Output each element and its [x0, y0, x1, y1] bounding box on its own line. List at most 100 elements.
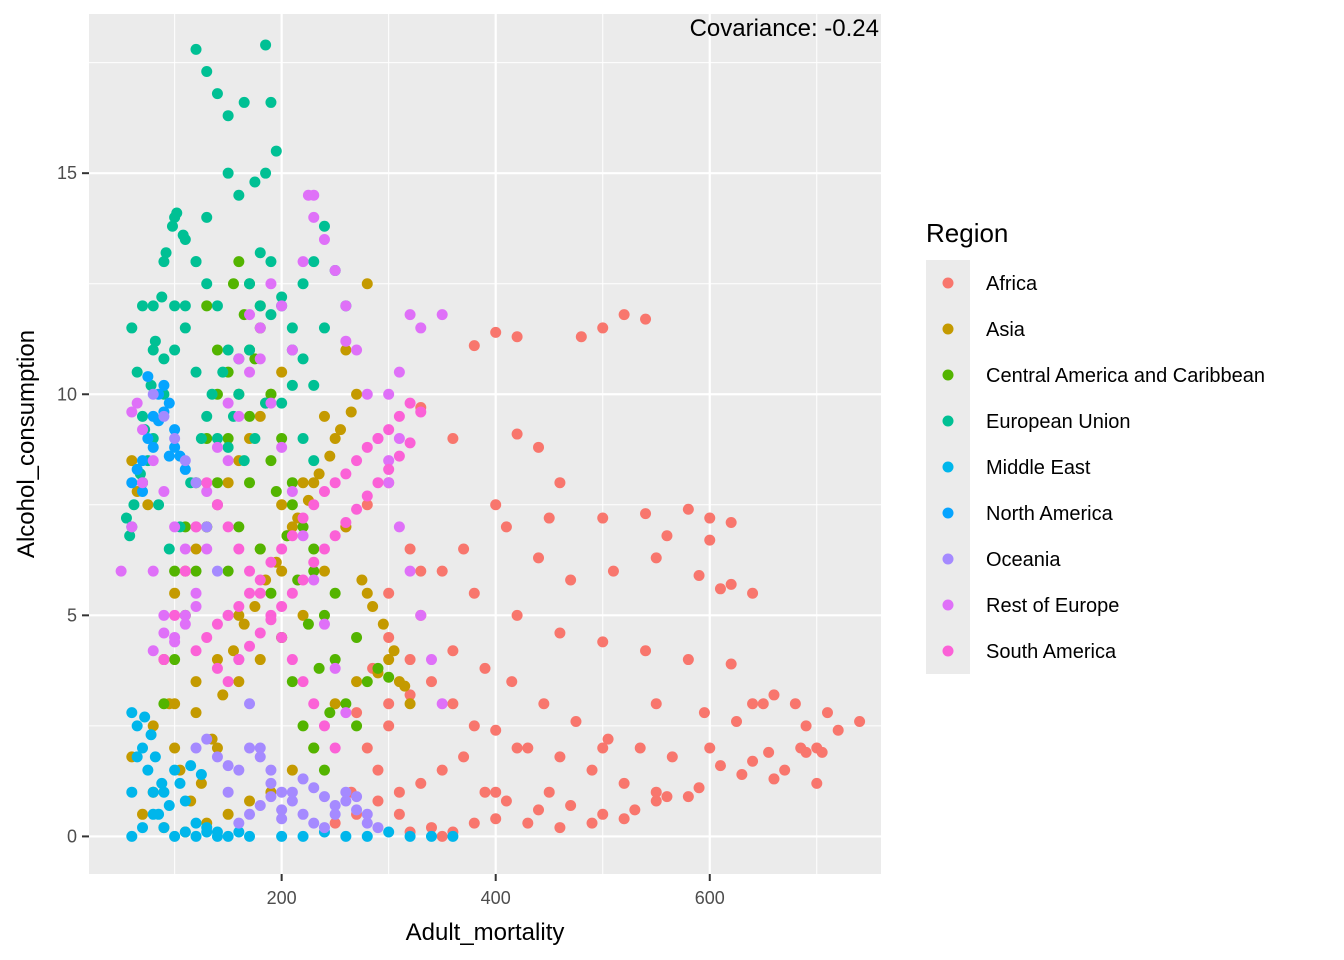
point-asia [356, 574, 368, 586]
point-oceania [244, 742, 256, 754]
point-africa [511, 331, 523, 343]
point-rest-of-europe [211, 441, 223, 453]
legend-label-oceania: Oceania [986, 549, 1061, 571]
legend-label-rest-of-europe: Rest of Europe [986, 595, 1119, 617]
point-africa [436, 565, 448, 577]
point-central-america-and-caribbean [201, 300, 213, 312]
point-rest-of-europe [276, 441, 288, 453]
point-central-america-and-caribbean [329, 587, 341, 599]
point-africa [586, 764, 598, 776]
point-rest-of-europe [131, 397, 143, 409]
point-middle-east [142, 764, 154, 776]
point-central-america-and-caribbean [211, 344, 223, 356]
point-central-america-and-caribbean [265, 455, 277, 467]
point-africa [425, 822, 437, 834]
point-central-america-and-caribbean [308, 742, 320, 754]
point-rest-of-europe [190, 587, 202, 599]
point-asia [211, 742, 223, 754]
point-south-america [361, 441, 373, 453]
point-africa [490, 786, 502, 798]
point-european-union [195, 432, 207, 444]
point-european-union [297, 432, 309, 444]
point-european-union [222, 344, 234, 356]
point-european-union [190, 43, 202, 55]
plot-panel [89, 14, 881, 874]
point-oceania [254, 799, 266, 811]
point-africa [479, 662, 491, 674]
point-africa [383, 587, 395, 599]
point-central-america-and-caribbean [169, 565, 181, 577]
point-rest-of-europe [340, 300, 352, 312]
point-africa [511, 428, 523, 440]
point-central-america-and-caribbean [227, 278, 239, 290]
y-tick-label: 10 [57, 384, 77, 404]
point-european-union [265, 256, 277, 268]
point-european-union [169, 344, 181, 356]
point-oceania [211, 751, 223, 763]
point-rest-of-europe [318, 234, 330, 246]
point-africa [565, 799, 577, 811]
point-european-union [211, 88, 223, 100]
legend-key-africa [942, 277, 954, 289]
point-asia [254, 410, 266, 422]
point-oceania [222, 760, 234, 772]
point-central-america-and-caribbean [286, 477, 298, 489]
point-oceania [179, 455, 191, 467]
point-middle-east [222, 830, 234, 842]
point-africa [522, 742, 534, 754]
point-africa [725, 658, 737, 670]
point-oceania [318, 822, 330, 834]
point-oceania [297, 808, 309, 820]
point-africa [854, 715, 866, 727]
point-oceania [286, 786, 298, 798]
point-rest-of-europe [340, 335, 352, 347]
point-asia [233, 676, 245, 688]
point-africa [634, 742, 646, 754]
point-north-america [131, 463, 143, 475]
point-oceania [276, 786, 288, 798]
point-middle-east [233, 826, 245, 838]
point-european-union [222, 110, 234, 122]
point-rest-of-europe [179, 609, 191, 621]
point-rest-of-europe [393, 366, 405, 378]
point-asia [244, 795, 256, 807]
point-north-america [163, 450, 175, 462]
point-africa [393, 786, 405, 798]
point-rest-of-europe [137, 477, 149, 489]
point-european-union [156, 291, 168, 303]
point-middle-east [404, 830, 416, 842]
legend-label-south-america: South America [986, 641, 1117, 663]
point-south-america [276, 600, 288, 612]
point-africa [768, 773, 780, 785]
point-south-america [211, 499, 223, 511]
point-asia [276, 499, 288, 511]
point-asia [142, 499, 154, 511]
point-asia [126, 455, 138, 467]
point-central-america-and-caribbean [329, 654, 341, 666]
point-africa [565, 574, 577, 586]
point-south-america [265, 614, 277, 626]
point-africa [458, 543, 470, 555]
point-oceania [351, 804, 363, 816]
point-africa [533, 552, 545, 564]
point-rest-of-europe [425, 654, 437, 666]
point-oceania [233, 817, 245, 829]
point-european-union [131, 366, 143, 378]
point-africa [714, 583, 726, 595]
point-european-union [145, 379, 157, 391]
point-africa [795, 742, 807, 754]
point-africa [666, 751, 678, 763]
point-africa [602, 733, 614, 745]
point-european-union [254, 300, 266, 312]
point-european-union [158, 353, 170, 365]
point-european-union [222, 167, 234, 179]
point-rest-of-europe [201, 486, 213, 498]
legend-label-africa: Africa [986, 273, 1038, 295]
point-asia [227, 645, 239, 657]
point-european-union [308, 455, 320, 467]
point-european-union [179, 300, 191, 312]
point-africa [543, 512, 555, 524]
point-oceania [318, 791, 330, 803]
point-oceania [308, 817, 320, 829]
